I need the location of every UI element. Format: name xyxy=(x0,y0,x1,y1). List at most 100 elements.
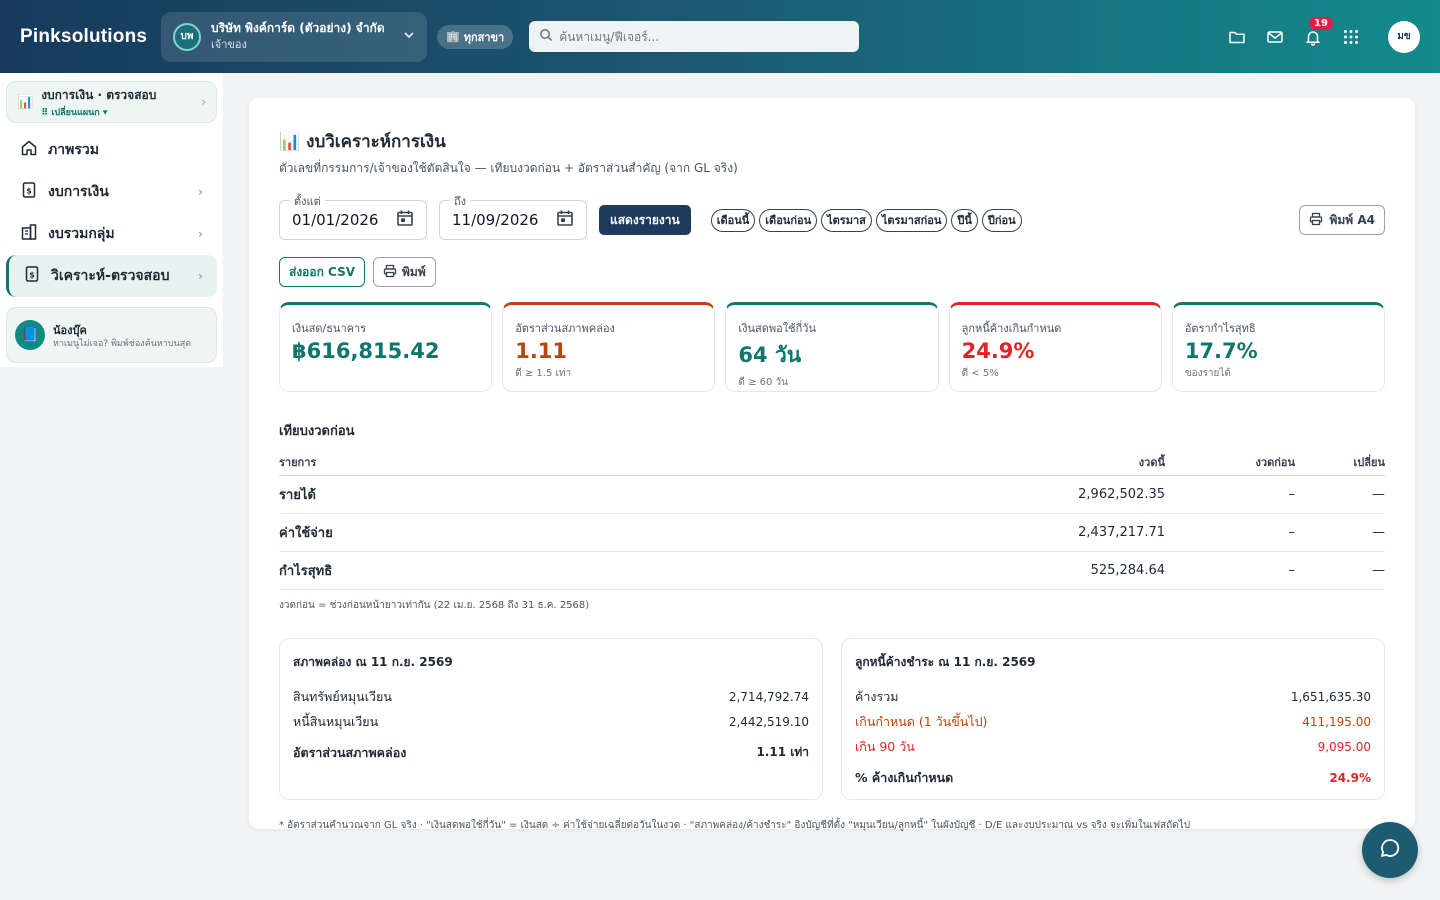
from-date-label: ตั้งแต่ xyxy=(290,192,325,210)
row-label: อัตราส่วนสภาพคล่อง xyxy=(293,744,407,760)
print-a4-label: พิมพ์ A4 xyxy=(1329,212,1375,227)
folder-icon[interactable] xyxy=(1228,28,1246,46)
chart-icon: 📊 xyxy=(279,131,301,152)
calendar-icon[interactable] xyxy=(396,209,414,231)
from-date-field[interactable]: ตั้งแต่ 01/01/2026 xyxy=(279,192,427,240)
company-switcher[interactable]: บพ บริษัท พิงค์การ์ด (ตัวอย่าง) จำกัด เจ… xyxy=(161,11,427,62)
chip-last-quarter[interactable]: ไตรมาสก่อน xyxy=(875,208,948,232)
row-label: ค้างรวม xyxy=(855,688,899,704)
bell-icon[interactable]: 19 xyxy=(1304,16,1333,46)
kpi-note: ดี ≥ 60 วัน xyxy=(738,377,788,388)
show-report-button[interactable]: แสดงรายงาน xyxy=(599,205,691,235)
brand-logo[interactable]: Pinksolutions xyxy=(20,25,148,47)
summary-panels: สภาพคล่อง ณ 11 ก.ย. 2569 สินทรัพย์หมุนเว… xyxy=(279,638,1385,800)
row-value: 24.9% xyxy=(1329,770,1371,785)
change-value: — xyxy=(1295,551,1385,590)
change-value: — xyxy=(1295,475,1385,514)
current-value: 2,437,217.71 xyxy=(1045,513,1165,552)
table-row: กำไรสุทธิ 525,284.64 – — xyxy=(279,551,1385,590)
row-value: 2,714,792.74 xyxy=(728,689,809,704)
document-icon: $ xyxy=(20,181,38,203)
kpi-label: เงินสด/ธนาคาร xyxy=(292,322,367,335)
search-box[interactable] xyxy=(529,21,860,52)
panel-row: หนี้สินหมุนเวียน 2,442,519.10 xyxy=(293,709,809,734)
report-card: 📊 งบวิเคราะห์การเงิน ตัวเลขที่กรรมการ/เจ… xyxy=(249,98,1415,831)
table-header-row: รายการ งวดนี้ งวดก่อน เปลี่ยน xyxy=(279,449,1385,476)
search-input[interactable] xyxy=(559,29,850,44)
sidebar-item-financial-statements[interactable]: $ งบการเงิน › xyxy=(6,171,217,213)
printer-icon xyxy=(383,264,397,281)
comparison-title: เทียบงวดก่อน xyxy=(279,424,355,439)
chevron-right-icon: › xyxy=(198,269,203,283)
sidebar: 📊 งบการเงิน · ตรวจสอบ ⠿ เปลี่ยนแผนก ▾ › … xyxy=(0,73,223,367)
row-label: เกินกำหนด (1 วันขึ้นไป) xyxy=(855,713,988,729)
chevron-right-icon: › xyxy=(201,95,206,109)
company-role: เจ้าของ xyxy=(211,38,247,52)
home-icon xyxy=(20,139,38,161)
helper-assistant[interactable]: 📘 น้องบุ๊ค หาเมนูไม่เจอ? พิมพ์ช่องค้นหาบ… xyxy=(6,307,217,363)
branch-selector[interactable]: 🏢 ทุกสาขา xyxy=(437,24,514,49)
kpi-value: 1.11 xyxy=(515,339,568,363)
sidebar-item-label: งบการเงิน xyxy=(48,184,109,200)
kpi-value: 17.7% xyxy=(1184,339,1258,363)
sidebar-item-label: ภาพรวม xyxy=(48,142,99,158)
liquidity-panel: สภาพคล่อง ณ 11 ก.ย. 2569 สินทรัพย์หมุนเว… xyxy=(279,638,823,800)
printer-icon xyxy=(1309,212,1323,229)
row-label: % ค้างเกินกำหนด xyxy=(855,769,954,785)
page-subtitle: ตัวเลขที่กรรมการ/เจ้าของใช้ตัดสินใจ — เท… xyxy=(279,161,738,175)
building-icon xyxy=(20,223,38,245)
kpi-note: ดี ≥ 1.5 เท่า xyxy=(515,368,572,379)
department-switcher[interactable]: 📊 งบการเงิน · ตรวจสอบ ⠿ เปลี่ยนแผนก ▾ › xyxy=(6,81,217,123)
row-label: หนี้สินหมุนเวียน xyxy=(293,713,379,729)
row-label: ค่าใช้จ่าย xyxy=(279,513,1045,552)
kpi-row: เงินสด/ธนาคาร ฿616,815.42 อัตราส่วนสภาพค… xyxy=(279,302,1386,392)
sidebar-item-overview[interactable]: ภาพรวม xyxy=(6,129,217,171)
chat-icon xyxy=(1378,836,1402,864)
document-icon: $ xyxy=(23,265,41,287)
chevron-right-icon: › xyxy=(198,227,203,241)
chip-this-year[interactable]: ปีนี้ xyxy=(951,208,978,232)
top-bar: Pinksolutions บพ บริษัท พิงค์การ์ด (ตัวอ… xyxy=(0,0,1440,73)
previous-value: – xyxy=(1165,475,1295,514)
mail-icon[interactable] xyxy=(1266,28,1284,46)
table-row: รายได้ 2,962,502.35 – — xyxy=(279,475,1385,514)
search-icon xyxy=(539,28,553,46)
chip-last-year[interactable]: ปีก่อน xyxy=(981,208,1022,232)
bottom-footnote: * อัตราส่วนคำนวณจาก GL จริง · "เงินสดพอใ… xyxy=(279,820,1191,831)
panel-title: ลูกหนี้ค้างชำระ ณ 11 ก.ย. 2569 xyxy=(855,655,1036,669)
current-value: 2,962,502.35 xyxy=(1045,475,1165,514)
svg-text:$: $ xyxy=(26,187,32,196)
row-label: กำไรสุทธิ xyxy=(279,551,1045,590)
filter-bar: ตั้งแต่ 01/01/2026 ถึง 11/09/2026 แสดงรา… xyxy=(279,192,1385,240)
comparison-table: รายการ งวดนี้ งวดก่อน เปลี่ยน รายได้ 2,9… xyxy=(279,449,1385,590)
column-header: งวดนี้ xyxy=(1045,449,1165,476)
row-label: รายได้ xyxy=(279,475,1045,514)
period-chips: เดือนนี้ เดือนก่อน ไตรมาส ไตรมาสก่อน ปีน… xyxy=(710,208,1022,232)
calendar-icon[interactable] xyxy=(556,209,574,231)
company-avatar: บพ xyxy=(173,22,201,51)
apps-grid-icon[interactable] xyxy=(1342,28,1360,46)
row-value: 411,195.00 xyxy=(1302,714,1371,729)
chip-this-month[interactable]: เดือนนี้ xyxy=(710,208,756,232)
sidebar-item-consolidated[interactable]: งบรวมกลุ่ม › xyxy=(6,213,217,255)
chat-button[interactable] xyxy=(1362,822,1418,878)
receivables-panel: ลูกหนี้ค้างชำระ ณ 11 ก.ย. 2569 ค้างรวม 1… xyxy=(841,638,1385,800)
row-label: เกิน 90 วัน xyxy=(855,738,915,754)
book-icon: 📘 xyxy=(15,320,45,350)
user-avatar[interactable]: มข xyxy=(1388,20,1420,53)
kpi-cash-days: เงินสดพอใช้กี่วัน 64 วัน ดี ≥ 60 วัน xyxy=(725,302,939,392)
kpi-current-ratio: อัตราส่วนสภาพคล่อง 1.11 ดี ≥ 1.5 เท่า xyxy=(502,302,716,392)
branch-label: ทุกสาขา xyxy=(463,30,505,44)
chip-last-month[interactable]: เดือนก่อน xyxy=(759,208,818,232)
chip-quarter[interactable]: ไตรมาส xyxy=(821,208,872,232)
department-switch-label[interactable]: ⠿ เปลี่ยนแผนก ▾ xyxy=(41,107,108,118)
print-a4-button[interactable]: พิมพ์ A4 xyxy=(1299,205,1385,235)
sidebar-item-label: วิเคราะห์-ตรวจสอบ xyxy=(51,268,170,284)
chevron-right-icon: › xyxy=(198,185,203,199)
export-csv-button[interactable]: ส่งออก CSV xyxy=(279,257,365,287)
kpi-label: อัตรากำไรสุทธิ xyxy=(1184,322,1256,335)
row-value: 1,651,635.30 xyxy=(1290,689,1371,704)
to-date-field[interactable]: ถึง 11/09/2026 xyxy=(439,192,587,240)
print-button[interactable]: พิมพ์ xyxy=(373,257,436,287)
sidebar-item-analysis[interactable]: $ วิเคราะห์-ตรวจสอบ › xyxy=(6,255,217,297)
